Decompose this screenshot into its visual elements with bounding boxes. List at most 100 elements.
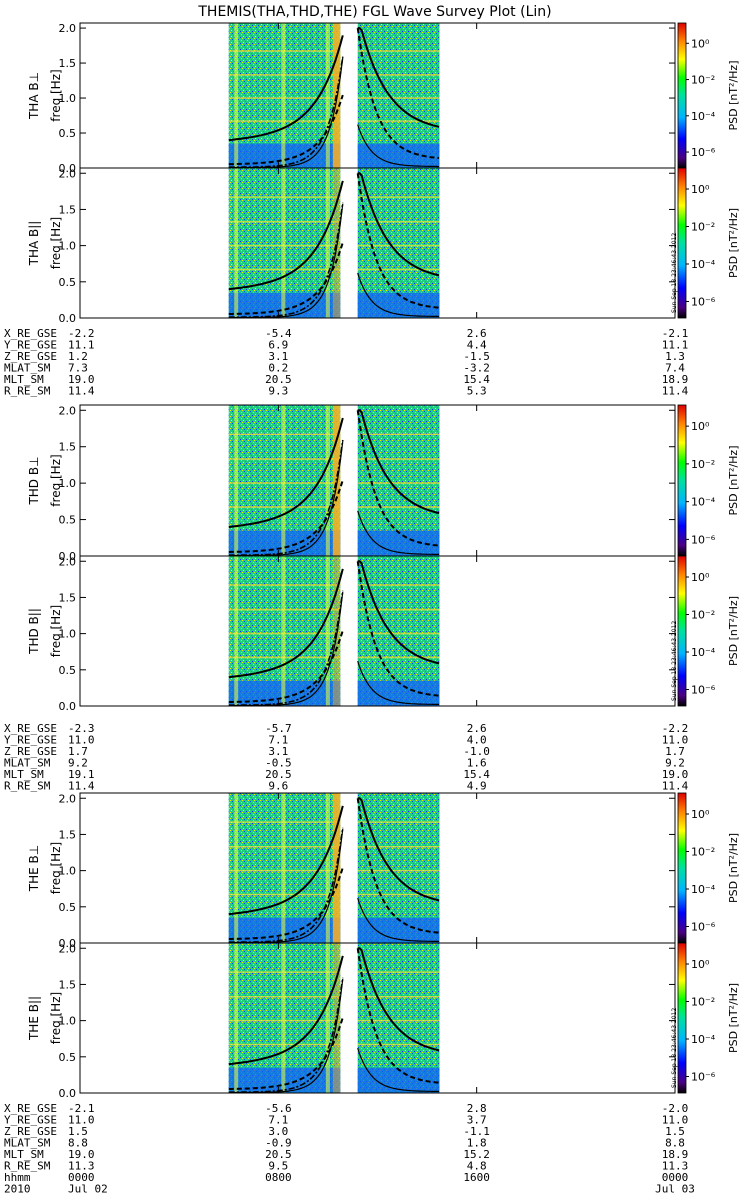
spectrogram-hot-edge (332, 168, 341, 318)
spectrogram-hot-edge (332, 943, 341, 1093)
colorbar-tick-label: 10⁻² (691, 846, 715, 859)
ephemeris-value: 11.4 (662, 385, 689, 398)
panel-label: THD B⊥ (27, 456, 41, 505)
ephemeris-value: -1.1 (463, 1125, 490, 1138)
fcp-curve-left (228, 977, 344, 1093)
spectrogram-stripe (325, 556, 330, 706)
ephemeris-value: 11.3 (68, 1160, 95, 1173)
spectrogram-panel: 0.0 0.5 1.0 1.5 2.0 THA B|| freq [Hz] 10⁰ 10⁻² 10… (27, 167, 740, 325)
freq-axis-label: freq [Hz] (49, 69, 63, 121)
ephemeris-value: -1.5 (463, 350, 490, 363)
ephemeris-value: 18.9 (662, 1148, 689, 1161)
y-tick-label: 0.5 (59, 664, 77, 677)
ephemeris-label: R_RE_SM (4, 1160, 51, 1173)
spectrogram-stripe (281, 168, 286, 318)
y-tick-label: 2.0 (59, 555, 77, 568)
ephemeris-value: 2.8 (467, 1102, 487, 1115)
ephemeris-value: 11.3 (662, 1160, 689, 1173)
ephemeris-value: 3.7 (467, 1114, 487, 1127)
fcp-curve-right (357, 272, 439, 317)
ephemeris-value: 4.9 (467, 780, 487, 793)
spectrogram-panel: 0.0 0.5 1.0 1.5 2.0 THD B⊥ freq [Hz] 10⁰ 10⁻² 10⁻… (27, 404, 740, 563)
y-tick-label: 0.5 (59, 514, 77, 527)
spectrogram-stripe (234, 405, 239, 556)
ephemeris-value: -5.4 (265, 327, 292, 340)
fce-curve-left (228, 568, 344, 679)
panel-label: THE B⊥ (27, 845, 41, 892)
ephemeris-label: Y_RE_GSE (4, 734, 57, 747)
ephemeris-value: -5.6 (265, 1102, 292, 1115)
spectrogram-stripe (234, 556, 239, 706)
ephemeris-table: X_RE_GSE -2.2 -5.4 2.6 -2.1 Y_RE_GSE 11.1 6.9 4.… (4, 327, 689, 398)
ephemeris-value: 1.2 (68, 350, 88, 363)
y-tick-label: 1.0 (59, 92, 77, 105)
fce-half-curve-right (356, 173, 440, 309)
ephemeris-table: X_RE_GSE -2.3 -5.7 2.6 -2.2 Y_RE_GSE 11.0 7.1 4.… (4, 722, 689, 793)
panel-label: THA B⊥ (27, 72, 41, 120)
colorbar-tick-label: 10⁰ (691, 183, 710, 196)
fce-half-curve-left (228, 479, 344, 553)
ephemeris-value: 9.2 (665, 757, 685, 770)
ephemeris-value: 20.5 (265, 768, 292, 781)
colorbar-tick-label: 10⁻⁶ (691, 533, 716, 546)
colorbar-tick-label: 10⁻⁶ (691, 684, 716, 697)
ephemeris-value: 3.1 (268, 745, 288, 758)
colorbar (677, 22, 687, 169)
panel-label: THE B|| (27, 996, 41, 1041)
fcp-curve-right (357, 124, 439, 168)
fce-half-curve-right (356, 561, 440, 697)
spectrogram-stripe (281, 405, 286, 556)
ephemeris-value: -2.1 (662, 327, 689, 340)
ephemeris-value: 3.1 (268, 350, 288, 363)
ephemeris-value: 1.8 (467, 1137, 487, 1150)
y-tick-label: 1.0 (59, 477, 77, 490)
ephemeris-value: 3.0 (268, 1125, 288, 1138)
spectrogram-stripe (281, 793, 286, 943)
colorbar-tick-label: 10⁻⁶ (691, 921, 716, 934)
ephemeris-value: 11.1 (662, 339, 689, 352)
fce-half-curve-right (356, 410, 440, 547)
ephemeris-value: -2.2 (662, 722, 689, 735)
ephemeris-value: 4.8 (467, 1160, 487, 1173)
fce-curve-left (228, 180, 344, 291)
freq-axis-label: freq [Hz] (49, 454, 63, 506)
spectrogram-stripe (234, 793, 239, 943)
colorbar-tick-label: 10⁻⁴ (691, 1033, 716, 1046)
spectrogram-stripe (325, 943, 330, 1093)
freq-axis-label: freq [Hz] (49, 992, 63, 1044)
panel-label: THA B|| (27, 221, 41, 267)
ephemeris-value: -0.9 (265, 1137, 292, 1150)
fcp-curve-left (228, 439, 344, 556)
colorbar-tick-label: 10⁰ (691, 808, 710, 821)
y-tick-label: 1.5 (59, 978, 77, 991)
spectrogram-panel: 0.0 0.5 1.0 1.5 2.0 THE B⊥ freq [Hz] 10⁰ 10⁻² 10⁻… (27, 792, 740, 950)
ephemeris-value: 15.4 (463, 768, 490, 781)
y-tick-label: 0.5 (59, 1051, 77, 1064)
fce-curve-right (357, 797, 440, 902)
ephemeris-value: 4.4 (467, 339, 487, 352)
ephemeris-value: 7.3 (68, 362, 88, 375)
fce-curve-right (357, 409, 440, 515)
time-axis-value: Jul 02 (68, 1183, 108, 1196)
fce-curve-right (357, 172, 440, 277)
spectrogram-hot-edge (332, 793, 341, 943)
ephemeris-value: 1.7 (665, 745, 685, 758)
ephemeris-value: 19.0 (68, 373, 95, 386)
timestamp: Sun Sep 18 23:46:43 2012 (671, 621, 678, 701)
y-tick-label: 2.0 (59, 792, 77, 805)
colorbar-tick-label: 10⁻⁴ (691, 496, 716, 509)
fcp-curve-right (357, 1047, 439, 1092)
colorbar (677, 555, 687, 707)
spectrogram-stripe (325, 168, 330, 318)
time-axis-label: hhmm (4, 1171, 31, 1184)
ephemeris-label: MLT_SM (4, 1148, 44, 1161)
timestamp: Sun Sep 18 23:46:43 2012 (671, 1008, 678, 1088)
y-tick-label: 0.0 (59, 1087, 77, 1100)
colorbar-tick-label: 10⁻⁴ (691, 883, 716, 896)
colorbar-tick-label: 10⁻² (691, 996, 715, 1009)
ephemeris-table: X_RE_GSE -2.1 -5.6 2.8 -2.0Y_RE_GSE 11.0 7.1 3.… (4, 1102, 688, 1173)
ephemeris-value: 7.1 (268, 1114, 288, 1127)
ephemeris-value: -3.2 (463, 362, 490, 375)
colorbar-label: PSD [nT²/Hz] (727, 445, 740, 515)
ephemeris-value: 11.4 (662, 780, 689, 793)
